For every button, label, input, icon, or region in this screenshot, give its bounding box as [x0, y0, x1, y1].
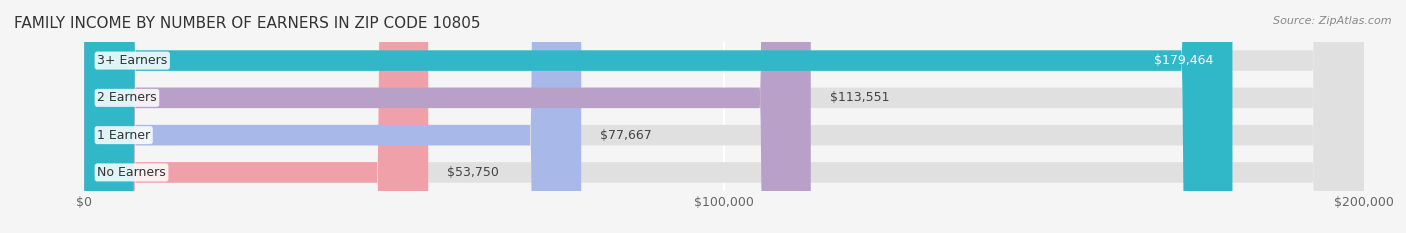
FancyBboxPatch shape	[84, 0, 811, 233]
FancyBboxPatch shape	[84, 0, 1364, 233]
Text: 1 Earner: 1 Earner	[97, 129, 150, 142]
Text: $53,750: $53,750	[447, 166, 499, 179]
Text: 3+ Earners: 3+ Earners	[97, 54, 167, 67]
FancyBboxPatch shape	[84, 0, 429, 233]
Text: 2 Earners: 2 Earners	[97, 91, 157, 104]
Text: Source: ZipAtlas.com: Source: ZipAtlas.com	[1274, 16, 1392, 26]
FancyBboxPatch shape	[84, 0, 1364, 233]
FancyBboxPatch shape	[84, 0, 1233, 233]
Text: $77,667: $77,667	[600, 129, 652, 142]
FancyBboxPatch shape	[84, 0, 1364, 233]
Text: FAMILY INCOME BY NUMBER OF EARNERS IN ZIP CODE 10805: FAMILY INCOME BY NUMBER OF EARNERS IN ZI…	[14, 16, 481, 31]
Text: $113,551: $113,551	[830, 91, 890, 104]
Text: $179,464: $179,464	[1154, 54, 1213, 67]
Text: No Earners: No Earners	[97, 166, 166, 179]
FancyBboxPatch shape	[84, 0, 1364, 233]
FancyBboxPatch shape	[84, 0, 581, 233]
